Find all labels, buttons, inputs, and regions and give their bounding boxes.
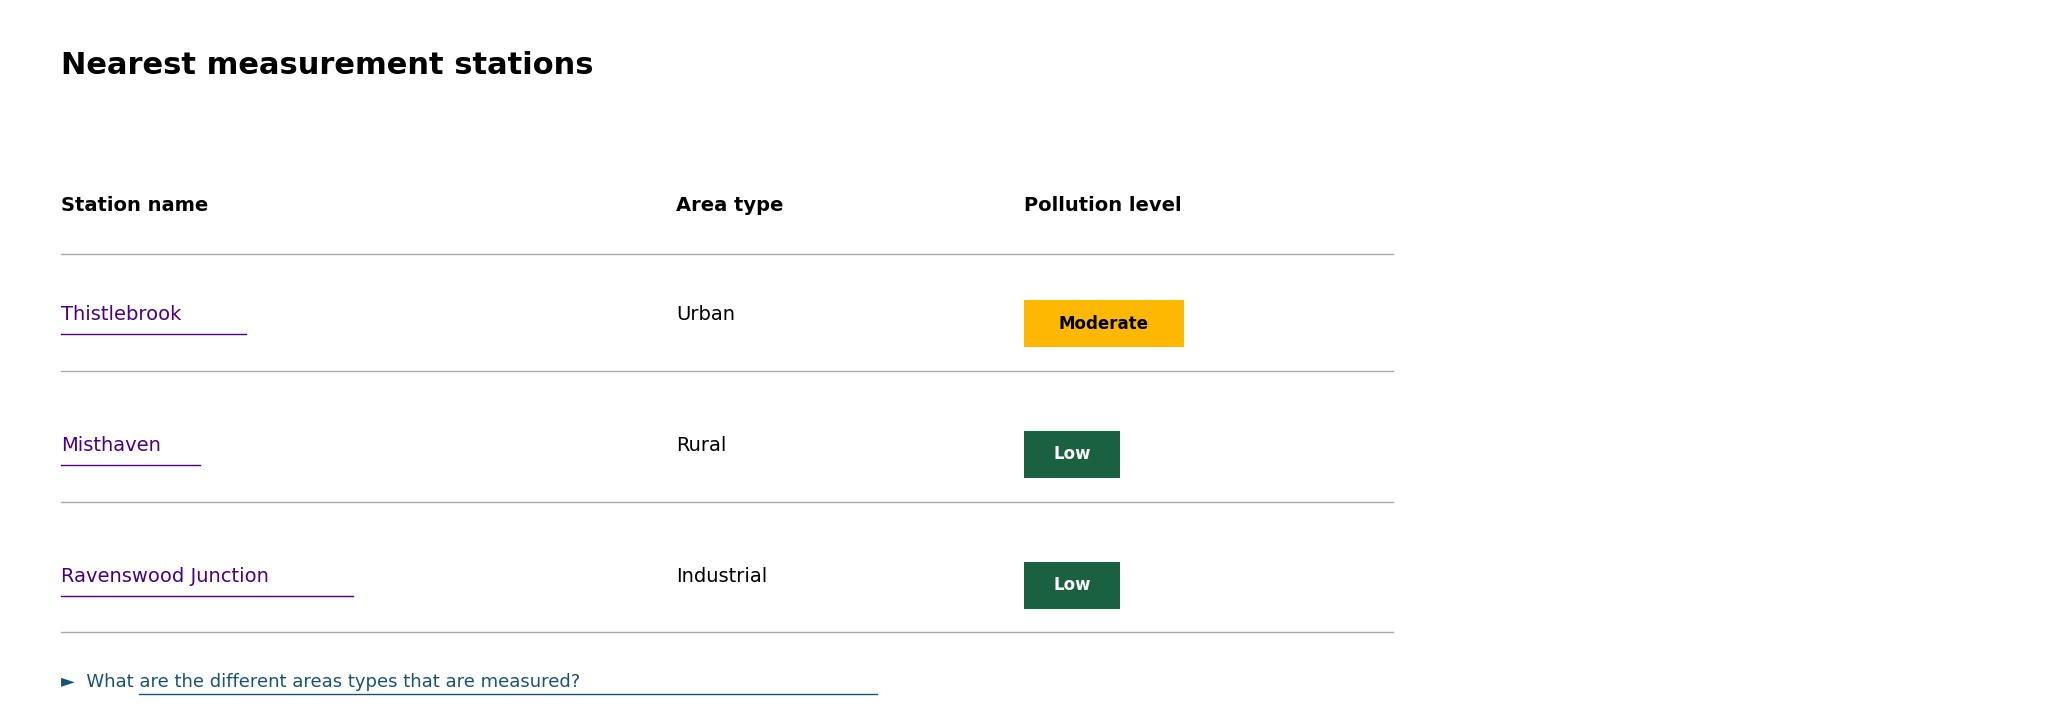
Text: ►  What are the different areas types that are measured?: ► What are the different areas types tha…: [61, 672, 582, 691]
Text: Misthaven: Misthaven: [61, 436, 162, 455]
Text: Urban: Urban: [676, 305, 735, 324]
FancyBboxPatch shape: [1024, 300, 1184, 348]
FancyBboxPatch shape: [1024, 430, 1120, 478]
Text: Moderate: Moderate: [1059, 315, 1149, 332]
Text: Low: Low: [1053, 446, 1092, 463]
Text: Area type: Area type: [676, 196, 782, 215]
Text: Industrial: Industrial: [676, 567, 768, 586]
FancyBboxPatch shape: [1024, 561, 1120, 609]
Text: Pollution level: Pollution level: [1024, 196, 1182, 215]
Text: Thistlebrook: Thistlebrook: [61, 305, 182, 324]
Text: Rural: Rural: [676, 436, 727, 455]
Text: Ravenswood Junction: Ravenswood Junction: [61, 567, 270, 586]
Text: Station name: Station name: [61, 196, 209, 215]
Text: Nearest measurement stations: Nearest measurement stations: [61, 51, 594, 80]
Text: Low: Low: [1053, 577, 1092, 594]
